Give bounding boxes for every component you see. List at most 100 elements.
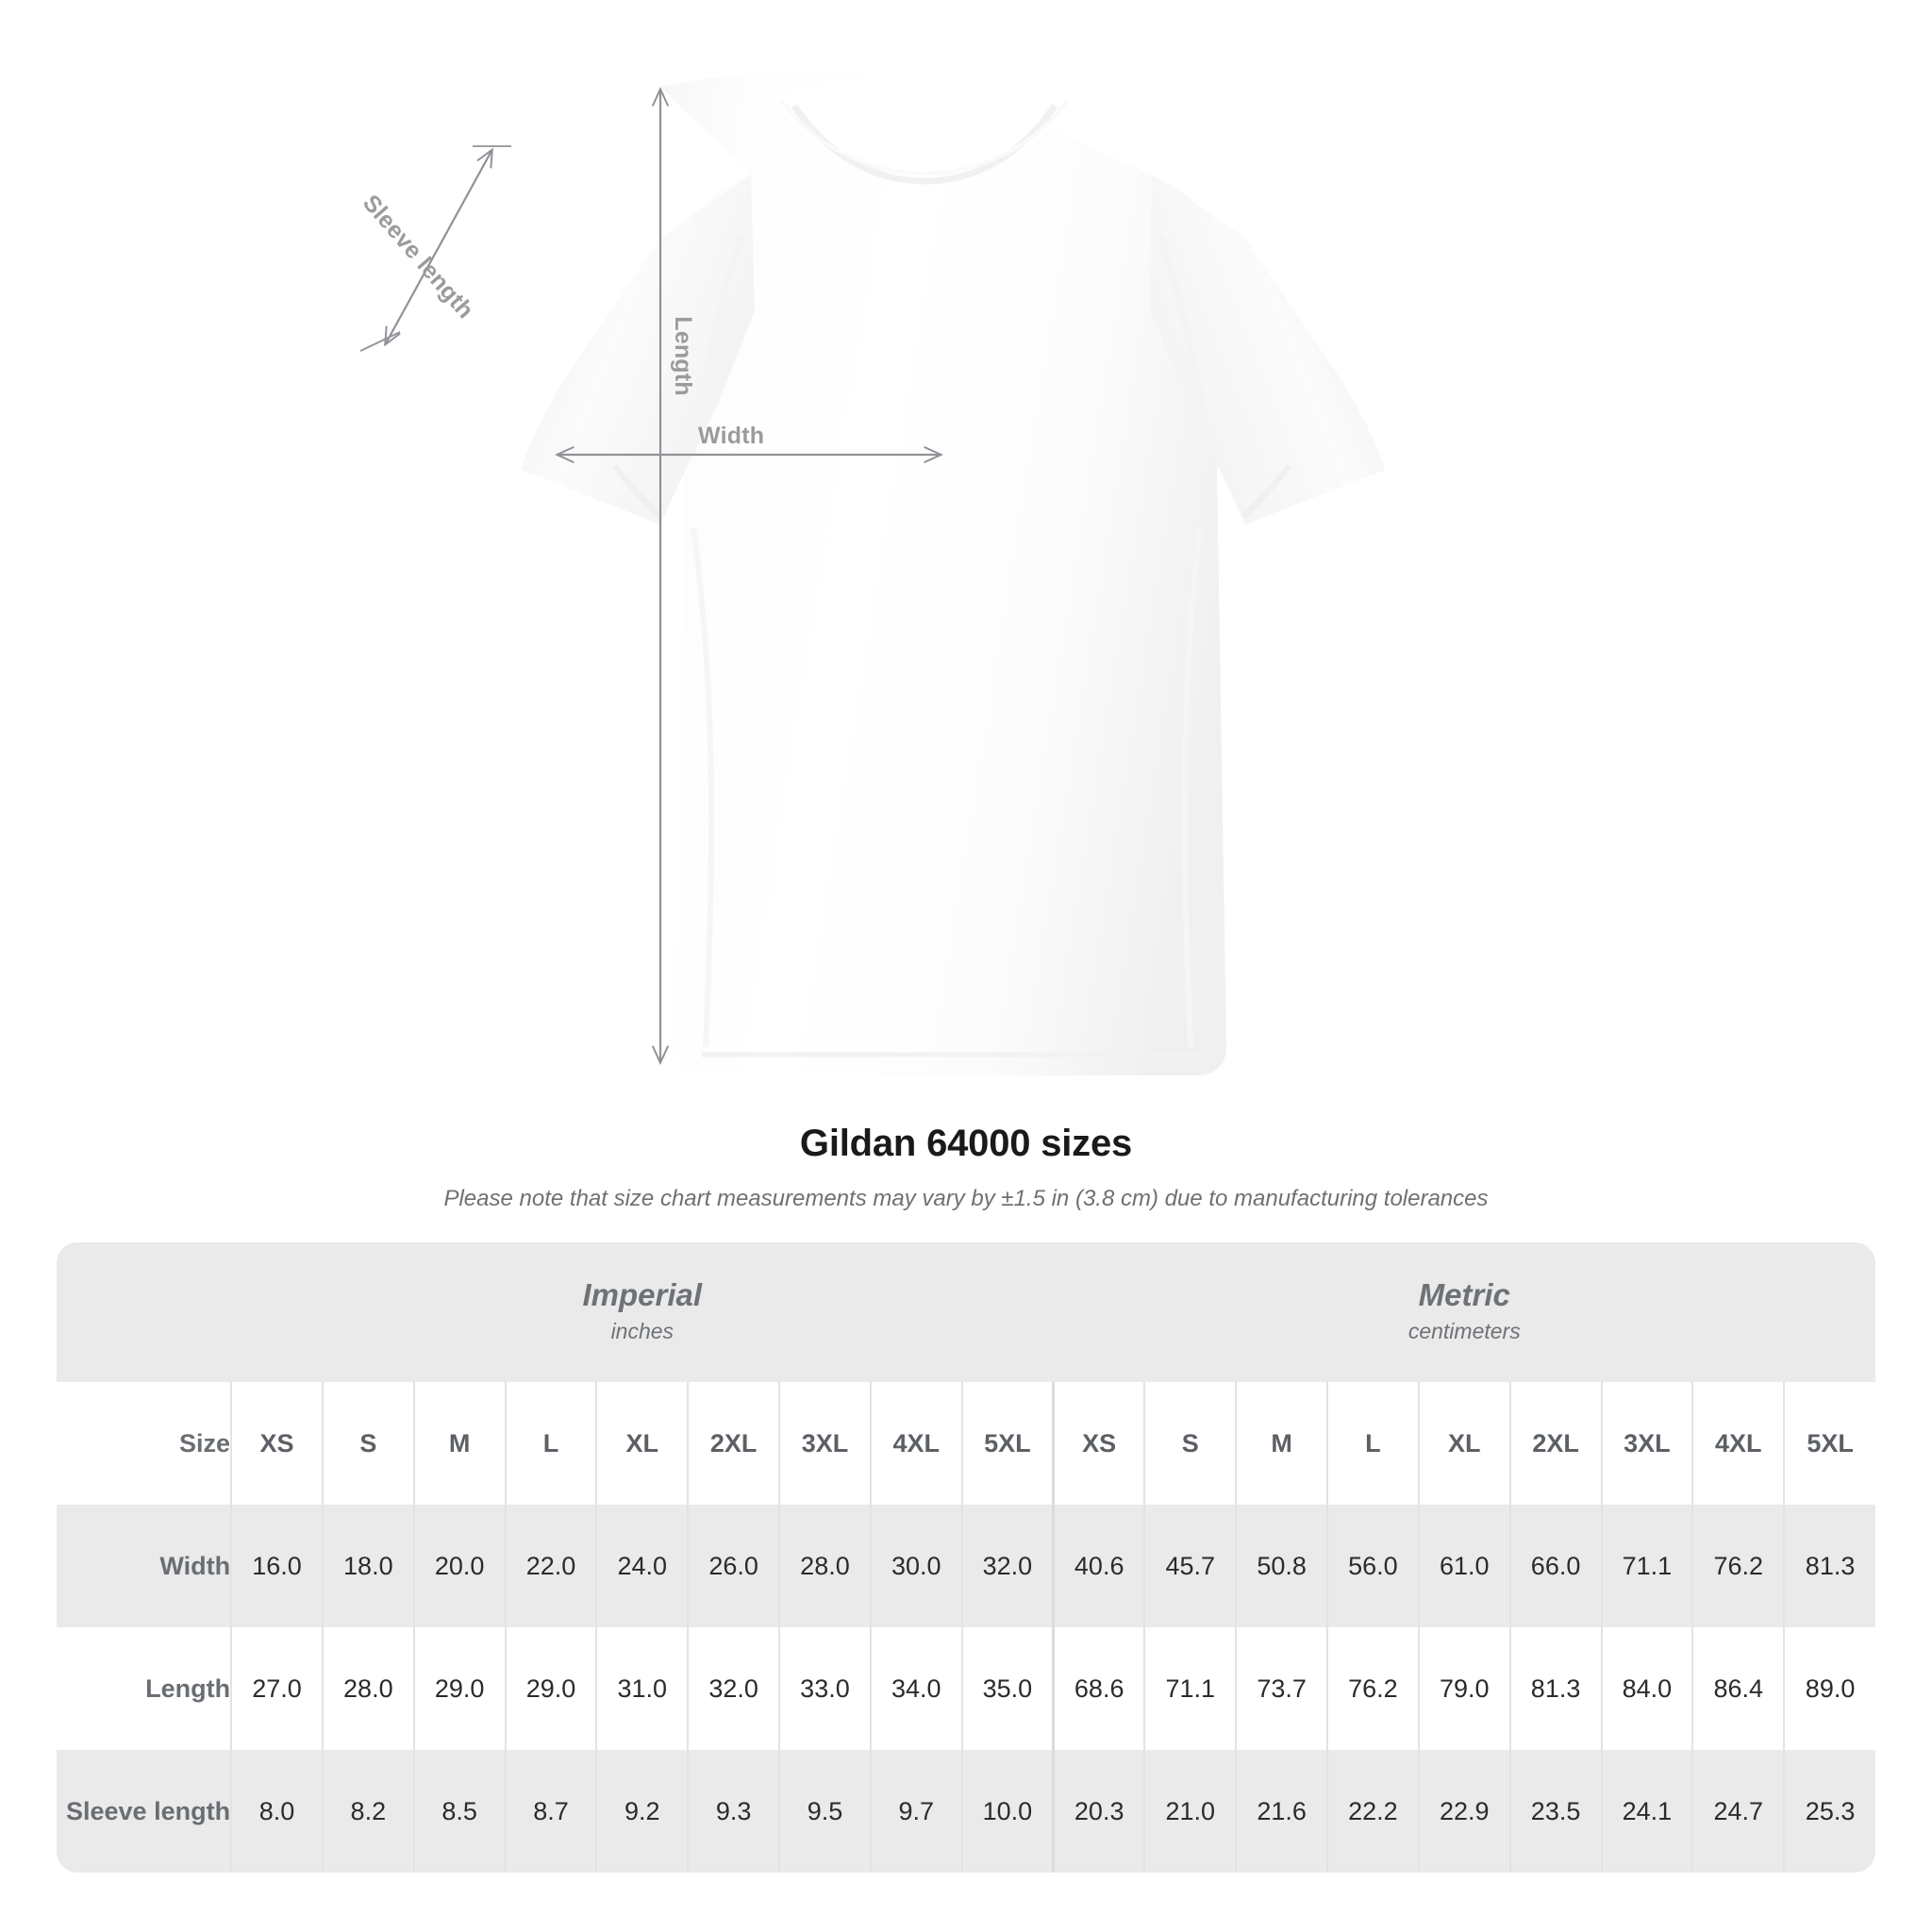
size-column-header-3xl-metric: 3XL: [1600, 1382, 1693, 1505]
table-row: Width 16.0 18.0 20.0 22.0 24.0 26.0 28.0 30.0 32.…: [57, 1505, 1875, 1627]
tolerance-note: Please note that size chart measurements…: [443, 1186, 1489, 1211]
cell-length-2xl-imperial: 32.0: [687, 1627, 780, 1750]
tshirt-diagram: Sleeve length Length Width: [358, 71, 1385, 1075]
length-label: Length: [669, 316, 696, 396]
size-column-header-xs-imperial: XS: [230, 1382, 323, 1505]
cell-sleeve-length-m-metric: 21.6: [1235, 1750, 1328, 1873]
table-row: Sleeve length 8.0 8.2 8.5 8.7 9.2 9.3 9.5 9.7 10.…: [57, 1750, 1875, 1873]
size-column-header-l-imperial: L: [504, 1382, 597, 1505]
cell-width-l-imperial: 22.0: [504, 1505, 597, 1627]
cell-length-s-metric: 71.1: [1143, 1627, 1237, 1750]
chart-title-block: Gildan 64000 sizes Please note that size…: [0, 1123, 1932, 1242]
unit-metric-sub: centimeters: [1407, 1319, 1521, 1344]
cell-sleeve-length-xs-metric: 20.3: [1052, 1750, 1145, 1873]
size-column-header-s-metric: S: [1143, 1382, 1237, 1505]
cell-width-xl-imperial: 24.0: [595, 1505, 689, 1627]
cell-length-xl-metric: 79.0: [1417, 1627, 1510, 1750]
size-column-header-3xl-imperial: 3XL: [778, 1382, 871, 1505]
cell-length-m-imperial: 29.0: [412, 1627, 506, 1750]
row-label-width: Width: [159, 1551, 231, 1580]
cell-length-4xl-metric: 86.4: [1691, 1627, 1785, 1750]
cell-width-s-imperial: 18.0: [321, 1505, 414, 1627]
cell-length-s-imperial: 28.0: [321, 1627, 414, 1750]
size-column-header-s-imperial: S: [321, 1382, 414, 1505]
cell-width-5xl-metric: 81.3: [1783, 1505, 1875, 1627]
sleeve-dimension-line: [386, 151, 491, 343]
cell-sleeve-length-s-metric: 21.0: [1143, 1750, 1237, 1873]
size-column-header-xs-metric: XS: [1052, 1382, 1145, 1505]
size-column-header-5xl-metric: 5XL: [1783, 1382, 1875, 1505]
size-column-header-xl-metric: XL: [1417, 1382, 1510, 1505]
cell-sleeve-length-5xl-imperial: 10.0: [960, 1750, 1054, 1873]
cell-width-3xl-metric: 71.1: [1600, 1505, 1693, 1627]
unit-metric-name: Metric: [1418, 1276, 1510, 1312]
cell-sleeve-length-2xl-metric: 23.5: [1508, 1750, 1602, 1873]
width-label: Width: [698, 423, 765, 449]
size-header-row: Size XS S M L XL 2XL 3XL 4XL 5XL XS S M L XL 2XL 3XL 4XL 5…: [57, 1382, 1875, 1505]
cell-length-5xl-imperial: 35.0: [960, 1627, 1054, 1750]
unit-band-spacer: [57, 1242, 232, 1382]
size-column-header-5xl-imperial: 5XL: [960, 1382, 1054, 1505]
unit-imperial-name: Imperial: [582, 1276, 703, 1312]
cell-width-l-metric: 56.0: [1326, 1505, 1419, 1627]
cell-width-s-metric: 45.7: [1143, 1505, 1237, 1627]
size-column-header-m-imperial: M: [412, 1382, 506, 1505]
cell-width-4xl-imperial: 30.0: [869, 1505, 962, 1627]
cell-sleeve-length-4xl-metric: 24.7: [1691, 1750, 1785, 1873]
size-column-header-l-metric: L: [1326, 1382, 1419, 1505]
cell-sleeve-length-s-imperial: 8.2: [321, 1750, 414, 1873]
size-chart-table-wrap: Imperial inches Metric centimeters Size X…: [57, 1242, 1875, 1873]
cell-sleeve-length-5xl-metric: 25.3: [1783, 1750, 1875, 1873]
cell-width-5xl-imperial: 32.0: [960, 1505, 1054, 1627]
cell-width-2xl-metric: 66.0: [1508, 1505, 1602, 1627]
size-column-header-4xl-metric: 4XL: [1691, 1382, 1785, 1505]
tshirt-illustration: [359, 71, 1385, 1075]
unit-band-row: Imperial inches Metric centimeters: [57, 1242, 1875, 1382]
row-label-length: Length: [145, 1674, 231, 1703]
cell-sleeve-length-l-metric: 22.2: [1326, 1750, 1419, 1873]
cell-width-xs-imperial: 16.0: [230, 1505, 323, 1627]
cell-sleeve-length-3xl-imperial: 9.5: [778, 1750, 871, 1873]
cell-sleeve-length-4xl-imperial: 9.7: [869, 1750, 962, 1873]
cell-sleeve-length-2xl-imperial: 9.3: [687, 1750, 780, 1873]
cell-length-5xl-metric: 89.0: [1783, 1627, 1875, 1750]
table-row: Length 27.0 28.0 29.0 29.0 31.0 32.0 33.0 34.0 35…: [57, 1627, 1875, 1750]
unit-group-metric: Metric centimeters: [1053, 1242, 1875, 1382]
row-label-sleeve-length: Sleeve length: [66, 1796, 231, 1825]
cell-width-m-metric: 50.8: [1235, 1505, 1328, 1627]
cell-sleeve-length-3xl-metric: 24.1: [1600, 1750, 1693, 1873]
size-column-header-xl-imperial: XL: [595, 1382, 689, 1505]
cell-width-3xl-imperial: 28.0: [778, 1505, 871, 1627]
cell-length-3xl-imperial: 33.0: [778, 1627, 871, 1750]
cell-length-l-metric: 76.2: [1326, 1627, 1419, 1750]
cell-width-m-imperial: 20.0: [412, 1505, 506, 1627]
cell-width-2xl-imperial: 26.0: [687, 1505, 780, 1627]
page-title: Gildan 64000 sizes: [799, 1123, 1133, 1164]
size-chart-table: Imperial inches Metric centimeters Size X…: [57, 1242, 1875, 1873]
size-column-header-m-metric: M: [1235, 1382, 1328, 1505]
cell-width-xl-metric: 61.0: [1417, 1505, 1510, 1627]
unit-imperial-sub: inches: [610, 1319, 675, 1344]
dimension-lines: [359, 91, 940, 1061]
cell-sleeve-length-xl-metric: 22.9: [1417, 1750, 1510, 1873]
size-column-header-2xl-imperial: 2XL: [687, 1382, 780, 1505]
cell-sleeve-length-l-imperial: 8.7: [504, 1750, 597, 1873]
cell-length-4xl-imperial: 34.0: [869, 1627, 962, 1750]
cell-width-4xl-metric: 76.2: [1691, 1505, 1785, 1627]
size-column-header-2xl-metric: 2XL: [1508, 1382, 1602, 1505]
cell-length-xl-imperial: 31.0: [595, 1627, 689, 1750]
shirt-body-shape: [521, 71, 1385, 1075]
cell-length-3xl-metric: 84.0: [1600, 1627, 1693, 1750]
size-column-header-4xl-imperial: 4XL: [869, 1382, 962, 1505]
cell-length-xs-metric: 68.6: [1052, 1627, 1145, 1750]
unit-group-imperial: Imperial inches: [231, 1242, 1054, 1382]
cell-length-l-imperial: 29.0: [504, 1627, 597, 1750]
cell-sleeve-length-m-imperial: 8.5: [412, 1750, 506, 1873]
cell-width-xs-metric: 40.6: [1052, 1505, 1145, 1627]
cell-length-m-metric: 73.7: [1235, 1627, 1328, 1750]
cell-length-xs-imperial: 27.0: [230, 1627, 323, 1750]
cell-sleeve-length-xl-imperial: 9.2: [595, 1750, 689, 1873]
cell-sleeve-length-xs-imperial: 8.0: [230, 1750, 323, 1873]
cell-length-2xl-metric: 81.3: [1508, 1627, 1602, 1750]
size-row-header-label: Size: [179, 1428, 231, 1457]
